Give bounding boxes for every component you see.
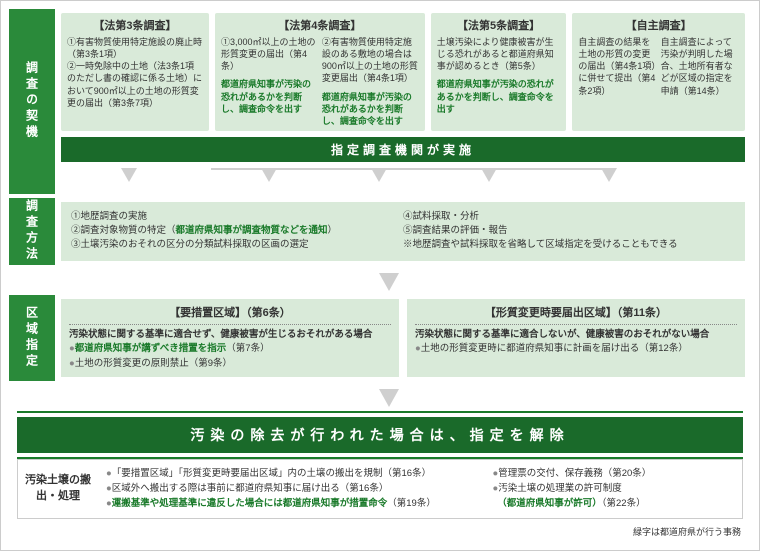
region-title: 【要措置区域】（第6条） xyxy=(69,305,391,326)
arrow-icon xyxy=(379,273,399,291)
footnote: 緑字は都道府県が行う事務 xyxy=(9,523,751,542)
trigger-boxes-row: 【法第3条調査】 ①有害物質使用特定施設の廃止時（第3条1項） ②一時免除中の土… xyxy=(61,13,745,131)
arrow-icon xyxy=(379,389,399,407)
arrow-icon xyxy=(481,168,497,182)
side-label-trigger: 調査の契機 xyxy=(9,9,55,194)
side-label-region: 区域指定 xyxy=(9,295,55,381)
arrow-icon xyxy=(121,168,137,182)
box-title: 【法第4条調査】 xyxy=(221,17,419,33)
region-title: 【形質変更時要届出区域】（第11条） xyxy=(415,305,737,326)
section-investigation-method: 調査方法 ①地歴調査の実施 ②調査対象物質の特定（都道府県知事が調査物質などを通… xyxy=(9,198,751,265)
section-region-designation: 区域指定 【要措置区域】（第6条） 汚染状態に関する基準に適合せず、健康被害が生… xyxy=(9,295,751,381)
box-notification-area: 【形質変更時要届出区域】（第11条） 汚染状態に関する基準に適合しないが、健康被… xyxy=(407,299,745,377)
arrow-icon xyxy=(261,168,277,182)
side-label-method: 調査方法 xyxy=(9,198,55,265)
green-divider xyxy=(17,411,743,413)
section-soil-removal: 汚染土壌の搬出・処理 ●「要措置区域」「形質変更時要届出区域」内の土壌の搬出を規… xyxy=(17,459,743,519)
box-title: 【法第5条調査】 xyxy=(437,17,561,33)
box-title: 【自主調査】 xyxy=(578,17,739,33)
box-law-4: 【法第4条調査】 ①3,000㎡以上の土地の形質変更の届出（第4条） 都道府県知… xyxy=(215,13,425,131)
diagram-container: 調査の契機 【法第3条調査】 ①有害物質使用特定施設の廃止時（第3条1項） ②一… xyxy=(0,0,760,551)
section-investigation-trigger: 調査の契機 【法第3条調査】 ①有害物質使用特定施設の廃止時（第3条1項） ②一… xyxy=(9,9,751,194)
box-voluntary: 【自主調査】 自主調査の結果を土地の形質の変更の届出（第4条1項）に併せて提出（… xyxy=(572,13,745,131)
arrow-icon xyxy=(601,168,617,182)
method-box: ①地歴調査の実施 ②調査対象物質の特定（都道府県知事が調査物質などを通知） ③土… xyxy=(61,202,745,261)
box-action-required-area: 【要措置区域】（第6条） 汚染状態に関する基準に適合せず、健康被害が生じるおそれ… xyxy=(61,299,399,377)
arrow-to-release xyxy=(9,385,751,411)
box-title: 【法第3条調査】 xyxy=(67,17,203,33)
arrow-to-region xyxy=(9,269,751,295)
designated-agency-bar: 指定調査機関が実施 xyxy=(61,137,745,162)
arrows-to-method xyxy=(61,162,745,190)
soil-label: 汚染土壌の搬出・処理 xyxy=(18,460,98,518)
release-bar: 汚染の除去が行われた場合は、指定を解除 xyxy=(17,417,743,453)
arrow-icon xyxy=(371,168,387,182)
box-law-3: 【法第3条調査】 ①有害物質使用特定施設の廃止時（第3条1項） ②一時免除中の土… xyxy=(61,13,209,131)
box-law-5: 【法第5条調査】 土壌汚染により健康被害が生じる恐れがあると都道府県知事が認める… xyxy=(431,13,567,131)
